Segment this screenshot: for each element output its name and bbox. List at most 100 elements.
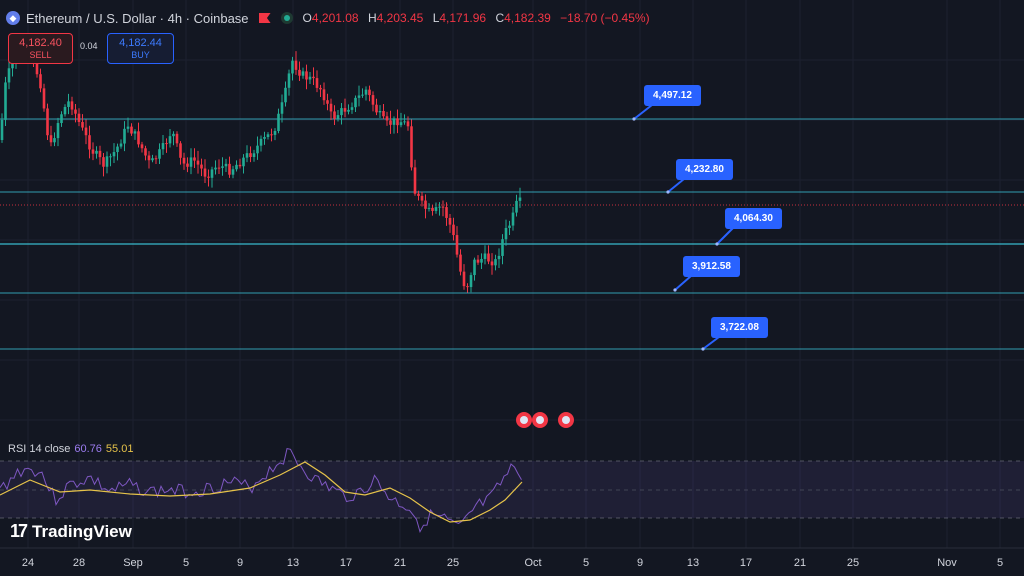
candle-body — [137, 131, 140, 145]
candle-body — [515, 200, 518, 213]
candle-body — [396, 118, 399, 126]
candle-body — [277, 113, 280, 132]
candle-body — [518, 197, 522, 201]
candle-body — [291, 60, 294, 74]
candle-body — [242, 157, 245, 167]
candle-body — [494, 259, 497, 266]
ohlc-high: 4,203.45 — [376, 11, 424, 25]
candle-body — [49, 135, 53, 143]
candle-body — [91, 149, 95, 154]
level-badge-4064[interactable]: 4,064.30 — [725, 208, 782, 229]
level-connector — [702, 336, 720, 350]
x-tick-label: 9 — [637, 557, 643, 569]
candle-body — [483, 253, 487, 259]
tradingview-icon: 17 — [10, 521, 28, 541]
candle-body — [231, 169, 235, 175]
ethereum-icon: ◆ — [6, 11, 20, 25]
candle-body — [126, 126, 130, 129]
candle-body — [210, 169, 214, 178]
candle-body — [74, 109, 77, 114]
candle-body — [427, 207, 431, 209]
rsi-band — [0, 461, 1024, 518]
candle-body — [312, 76, 315, 79]
candle-body — [270, 134, 273, 136]
level-badge-3912[interactable]: 3,912.58 — [683, 256, 740, 277]
candle-body — [497, 255, 501, 260]
candle-body — [368, 89, 371, 96]
candle-body — [42, 88, 46, 109]
level-badge-4497[interactable]: 4,497.12 — [644, 85, 701, 106]
candle-body — [350, 107, 354, 110]
candle-body — [147, 155, 151, 161]
x-tick-label: 5 — [583, 557, 589, 569]
ohlc-high-key: H — [367, 11, 377, 25]
rsi-ma-value: 55.01 — [105, 443, 134, 455]
candle-body — [294, 60, 298, 70]
ohlc-low: 4,171.96 — [439, 11, 487, 25]
candle-body — [249, 153, 252, 157]
level-connector — [716, 227, 734, 245]
symbol-header[interactable]: ◆ Ethereum / U.S. Dollar · 4h · Coinbase… — [6, 9, 656, 27]
candle-body — [308, 76, 312, 80]
economic-event-icon[interactable] — [516, 412, 532, 428]
economic-event-icon[interactable] — [532, 412, 548, 428]
candle-body — [336, 115, 340, 119]
sell-label: SELL — [29, 50, 52, 60]
price-change: −18.70 (−0.45%) — [560, 11, 650, 25]
x-tick-label: 17 — [740, 557, 752, 569]
level-anchor — [632, 117, 636, 121]
candle-body — [319, 87, 322, 90]
candle-body — [434, 207, 438, 211]
rsi-legend[interactable]: RSI 14 close 60.76 55.01 — [8, 443, 133, 455]
candle-body — [102, 157, 105, 167]
flag-icon[interactable] — [258, 13, 271, 23]
candle-body — [7, 68, 11, 83]
candle-body — [123, 128, 126, 144]
spread-value: 0.04 — [80, 41, 98, 51]
candle-body — [130, 126, 133, 134]
candle-body — [140, 144, 144, 149]
candle-body — [420, 195, 424, 201]
candle-body — [217, 167, 221, 169]
rsi-value: 60.76 — [74, 443, 102, 455]
tradingview-logo[interactable]: 17 TradingView — [10, 521, 132, 542]
sell-button[interactable]: 4,182.40 SELL — [8, 33, 73, 64]
economic-event-icon[interactable] — [558, 412, 574, 428]
x-tick-label: 24 — [22, 557, 34, 569]
candle-body — [221, 166, 224, 168]
candle-body — [196, 160, 200, 165]
candle-body — [168, 136, 172, 144]
level-connector — [667, 178, 685, 193]
candle-body — [333, 111, 336, 119]
candle-body — [60, 114, 63, 124]
candle-body — [228, 163, 231, 175]
candle-body — [284, 87, 287, 103]
rsi-pane — [0, 448, 1024, 534]
candle-body — [165, 143, 168, 145]
candle-body — [214, 167, 217, 170]
buy-label: BUY — [131, 50, 150, 60]
buy-button[interactable]: 4,182.44 BUY — [107, 33, 174, 64]
ohlc-open: 4,201.08 — [311, 11, 359, 25]
candle-body — [203, 168, 207, 177]
candle-body — [161, 143, 165, 150]
symbol-title[interactable]: Ethereum / U.S. Dollar · 4h · Coinbase — [26, 10, 249, 26]
level-badge-3722[interactable]: 3,722.08 — [711, 317, 768, 338]
candle-body — [179, 143, 182, 158]
x-tick-label: 21 — [394, 557, 406, 569]
candle-body — [490, 261, 494, 266]
candle-body — [175, 133, 179, 144]
candle-body — [280, 102, 284, 114]
candle-body — [322, 89, 326, 101]
candle-body — [154, 158, 158, 160]
candle-body — [354, 97, 357, 108]
candle-body — [452, 224, 455, 236]
level-badge-4232[interactable]: 4,232.80 — [676, 159, 733, 180]
candle-body — [424, 200, 427, 209]
candle-body — [105, 156, 109, 167]
candle-body — [371, 95, 375, 105]
candle-body — [340, 108, 343, 116]
candle-body — [364, 89, 368, 95]
